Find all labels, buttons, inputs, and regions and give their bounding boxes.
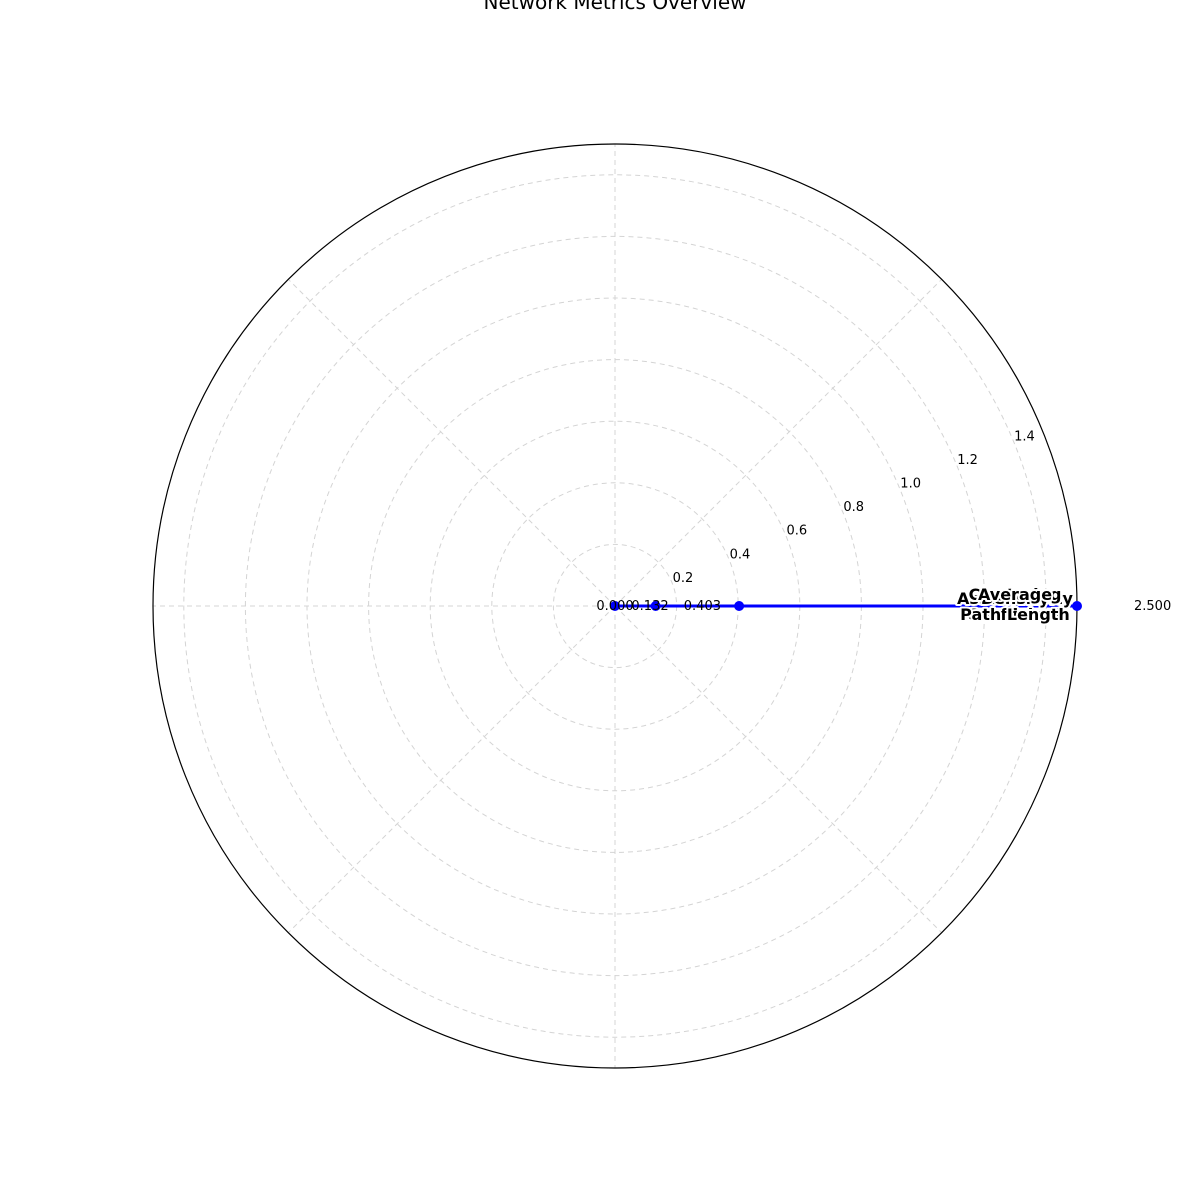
chart-title: Network Metrics Overview — [484, 0, 747, 14]
category-label-text: Coefficient — [967, 605, 1064, 624]
category-label-text: Assortativity — [957, 589, 1073, 608]
grid-spoke — [614, 278, 943, 607]
radial-tick-label: 1.0 — [900, 477, 921, 492]
radial-tick-label: 1.4 — [1014, 429, 1035, 444]
category-label-halo: Average — [978, 585, 1052, 604]
radial-tick-label: 0.4 — [730, 547, 751, 562]
radial-tick-label: 1.2 — [957, 453, 978, 468]
grid-spoke — [614, 605, 943, 934]
data-label: 2.500 — [1134, 599, 1171, 614]
category-label-text: Clustering — [969, 585, 1062, 604]
data-point — [1072, 601, 1082, 611]
data-point — [610, 601, 620, 611]
series-layer — [610, 601, 1082, 611]
category-label-text: Path Length — [960, 605, 1070, 624]
data-point — [650, 601, 661, 611]
data-label: 0.403 — [684, 599, 721, 614]
category-label-text: Density — [981, 589, 1050, 608]
data-point — [734, 601, 745, 611]
category-label-halo: Assortativity — [957, 589, 1073, 608]
category-label-halo: Coefficient — [967, 605, 1064, 624]
grid-spoke — [287, 605, 616, 934]
radial-tick-labels: 0.2 0.4 0.6 0.8 1.0 1.2 1.4 — [673, 429, 1035, 585]
category-label-2: ClusteringClusteringCoefficientCoefficie… — [965, 583, 1066, 626]
radial-tick-label: 0.2 — [673, 571, 694, 586]
data-label: 0.132 — [631, 599, 668, 614]
data-label: 0.000 — [596, 599, 633, 614]
category-label-halo: Density — [981, 589, 1050, 608]
category-label-halo: Clustering — [969, 585, 1062, 604]
category-label-text: Average — [978, 585, 1052, 604]
category-label-halo: Path Length — [960, 605, 1070, 624]
grid-spoke — [287, 278, 616, 607]
radial-tick-label: 0.8 — [843, 500, 864, 515]
radial-tick-label: 0.6 — [786, 524, 807, 539]
